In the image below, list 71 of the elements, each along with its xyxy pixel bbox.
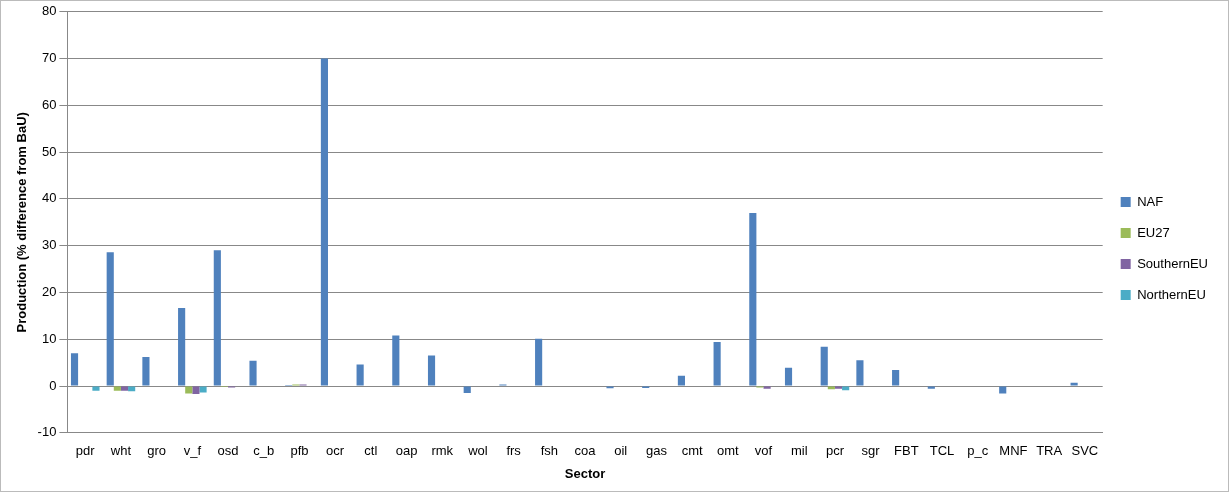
bar bbox=[213, 250, 221, 386]
x-tick-label: cmt bbox=[681, 443, 703, 459]
x-tick-label: rmk bbox=[431, 443, 454, 459]
x-tick-label: c_b bbox=[253, 443, 275, 459]
x-tick-label: mil bbox=[790, 443, 808, 459]
x-tick-label: TCL bbox=[929, 443, 955, 459]
y-tick-label: 50 bbox=[41, 143, 57, 159]
legend-label: NAF bbox=[1137, 193, 1164, 209]
bar bbox=[356, 364, 364, 386]
legend-label: SouthernEU bbox=[1137, 255, 1209, 271]
y-tick-label: 60 bbox=[41, 96, 57, 112]
bar bbox=[427, 355, 436, 386]
bar bbox=[178, 307, 186, 386]
bar bbox=[820, 346, 828, 386]
bar bbox=[92, 386, 100, 391]
x-tick-label: sgr bbox=[861, 443, 881, 459]
y-tick-label: 80 bbox=[41, 3, 57, 19]
x-tick-label: omt bbox=[717, 443, 740, 459]
bar bbox=[892, 370, 900, 386]
legend-label: EU27 bbox=[1137, 224, 1170, 240]
bar bbox=[185, 386, 193, 394]
bar bbox=[120, 386, 129, 391]
bar bbox=[713, 342, 721, 386]
bar bbox=[677, 375, 685, 386]
x-tick-label: coa bbox=[574, 443, 597, 459]
x-tick-label: wol bbox=[467, 443, 488, 459]
bar bbox=[535, 338, 543, 386]
x-tick-label: pdr bbox=[75, 443, 96, 459]
bar bbox=[113, 386, 121, 391]
x-tick-label: gas bbox=[645, 443, 668, 459]
bar bbox=[1070, 382, 1078, 386]
y-tick-label: 20 bbox=[41, 284, 57, 300]
bar bbox=[320, 58, 328, 386]
x-tick-label: frs bbox=[506, 443, 522, 459]
bar bbox=[70, 353, 79, 386]
y-tick-label: 30 bbox=[41, 237, 57, 253]
x-tick-label: gro bbox=[147, 443, 167, 459]
x-axis-title: Sector bbox=[564, 465, 606, 481]
x-tick-label: ctl bbox=[364, 443, 378, 459]
bar bbox=[856, 360, 864, 386]
bar bbox=[784, 367, 793, 386]
x-tick-label: v_f bbox=[183, 443, 202, 459]
bar bbox=[999, 386, 1007, 394]
x-tick-label: pcr bbox=[825, 443, 845, 459]
bar bbox=[106, 252, 114, 386]
bar bbox=[142, 357, 150, 386]
y-tick-label: -10 bbox=[37, 424, 57, 440]
bar bbox=[392, 335, 400, 386]
x-tick-label: wht bbox=[109, 443, 132, 459]
x-tick-label: ocr bbox=[326, 443, 345, 459]
y-axis-title: Production (% difference from BaU) bbox=[14, 112, 30, 333]
x-tick-label: FBT bbox=[894, 443, 919, 459]
bar bbox=[249, 360, 257, 386]
x-tick-label: vof bbox=[754, 443, 773, 459]
legend-label: NorthernEU bbox=[1137, 286, 1206, 302]
x-tick-label: osd bbox=[217, 443, 239, 459]
bar bbox=[749, 212, 757, 386]
x-tick-label: pfb bbox=[290, 443, 309, 459]
x-tick-label: TRA bbox=[1036, 443, 1063, 459]
bar bbox=[192, 386, 200, 394]
y-tick-label: 40 bbox=[41, 190, 57, 206]
bar bbox=[199, 386, 207, 393]
x-tick-label: fsh bbox=[540, 443, 559, 459]
x-tick-label: MNF bbox=[999, 443, 1028, 459]
x-tick-label: p_c bbox=[967, 443, 989, 459]
x-tick-label: SVC bbox=[1071, 443, 1099, 459]
y-tick-label: 70 bbox=[41, 50, 57, 66]
x-tick-label: oap bbox=[395, 443, 418, 459]
y-tick-label: 10 bbox=[41, 330, 57, 346]
x-tick-label: oil bbox=[614, 443, 628, 459]
y-tick-label: 0 bbox=[49, 377, 57, 393]
